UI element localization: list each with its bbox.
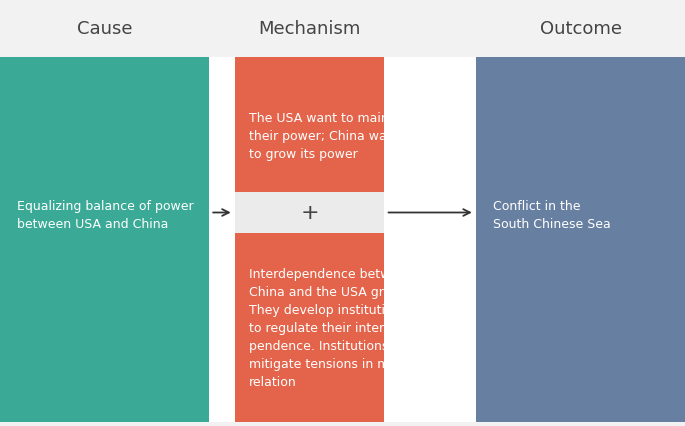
FancyBboxPatch shape [384, 58, 476, 422]
FancyBboxPatch shape [476, 58, 685, 422]
FancyBboxPatch shape [235, 233, 384, 422]
Text: Cause: Cause [77, 20, 132, 38]
FancyBboxPatch shape [235, 193, 384, 233]
Text: Mechanism: Mechanism [258, 20, 361, 38]
Text: The USA want to maintain
their power; China wants
to grow its power: The USA want to maintain their power; Ch… [249, 112, 412, 161]
FancyBboxPatch shape [209, 58, 235, 422]
Text: Equalizing balance of power
between USA and China: Equalizing balance of power between USA … [17, 200, 194, 230]
FancyBboxPatch shape [235, 58, 384, 193]
FancyBboxPatch shape [0, 0, 685, 58]
Text: Outcome: Outcome [540, 20, 621, 38]
Text: Conflict in the
South Chinese Sea: Conflict in the South Chinese Sea [493, 200, 611, 230]
Text: +: + [300, 203, 319, 223]
FancyBboxPatch shape [0, 58, 209, 422]
Text: Interdependence between
China and the USA grows.
They develop institutions
to re: Interdependence between China and the US… [249, 267, 421, 388]
